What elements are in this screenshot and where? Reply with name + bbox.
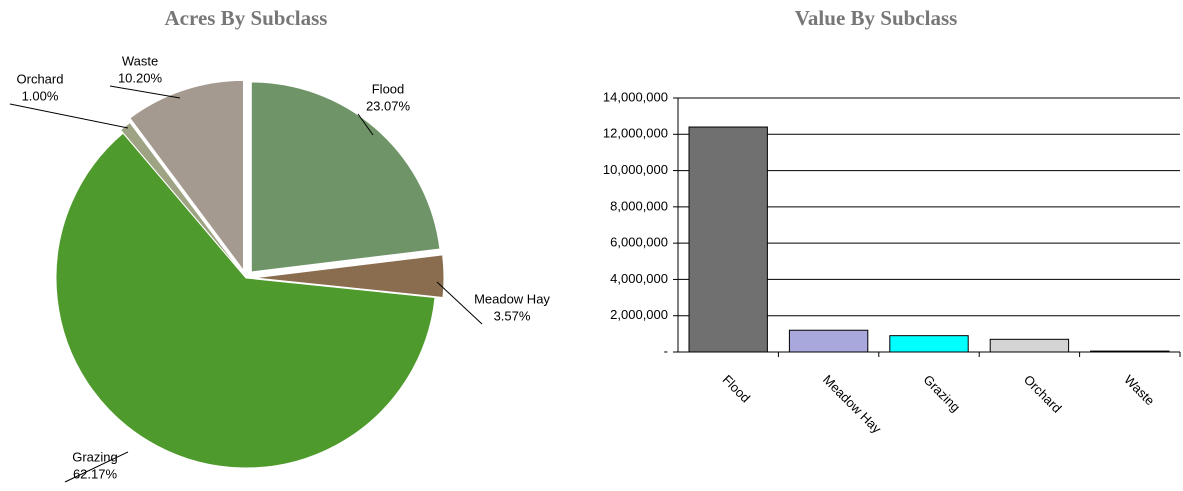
slice-label: Orchard bbox=[17, 71, 64, 86]
y-tick-label: 2,000,000 bbox=[610, 307, 668, 322]
bar bbox=[1090, 350, 1170, 353]
leader-line bbox=[357, 113, 374, 136]
leader-line bbox=[9, 103, 129, 129]
y-tick-label: 8,000,000 bbox=[610, 198, 668, 213]
y-tick-label: - bbox=[664, 343, 668, 358]
bar bbox=[889, 335, 969, 353]
x-tick-label: Meadow Hay bbox=[820, 372, 885, 437]
slice-value-label: 23.07% bbox=[366, 98, 411, 113]
slice-value-label: 62.17% bbox=[73, 466, 118, 481]
pie-slice bbox=[55, 132, 436, 469]
pie-slice bbox=[129, 79, 244, 272]
x-tick-label: Grazing bbox=[920, 372, 963, 415]
y-tick-label: 6,000,000 bbox=[610, 235, 668, 250]
y-tick-label: 4,000,000 bbox=[610, 271, 668, 286]
slice-value-label: 3.57% bbox=[494, 308, 531, 323]
bar-title: Value By Subclass bbox=[795, 6, 958, 30]
y-tick-label: 14,000,000 bbox=[603, 89, 668, 104]
bar bbox=[688, 126, 768, 353]
leader-line bbox=[436, 281, 483, 325]
pie-title: Acres By Subclass bbox=[165, 6, 328, 30]
y-tick-label: 12,000,000 bbox=[603, 126, 668, 141]
slice-label: Waste bbox=[122, 53, 158, 68]
leader-line bbox=[64, 451, 129, 483]
pie-slice bbox=[119, 121, 244, 276]
pie-slice bbox=[253, 254, 445, 298]
x-tick-label: Waste bbox=[1121, 372, 1157, 408]
x-tick-label: Orchard bbox=[1021, 372, 1065, 416]
pie-slice bbox=[250, 81, 441, 273]
slice-label: Flood bbox=[372, 81, 405, 96]
y-tick-label: 10,000,000 bbox=[603, 162, 668, 177]
bar bbox=[788, 329, 869, 353]
leader-line bbox=[109, 85, 181, 99]
slice-value-label: 10.20% bbox=[118, 70, 163, 85]
slice-value-label: 1.00% bbox=[22, 88, 59, 103]
bar bbox=[989, 338, 1070, 353]
slice-label: Meadow Hay bbox=[474, 291, 550, 306]
slice-label: Grazing bbox=[72, 449, 118, 464]
x-tick-label: Flood bbox=[720, 372, 754, 406]
